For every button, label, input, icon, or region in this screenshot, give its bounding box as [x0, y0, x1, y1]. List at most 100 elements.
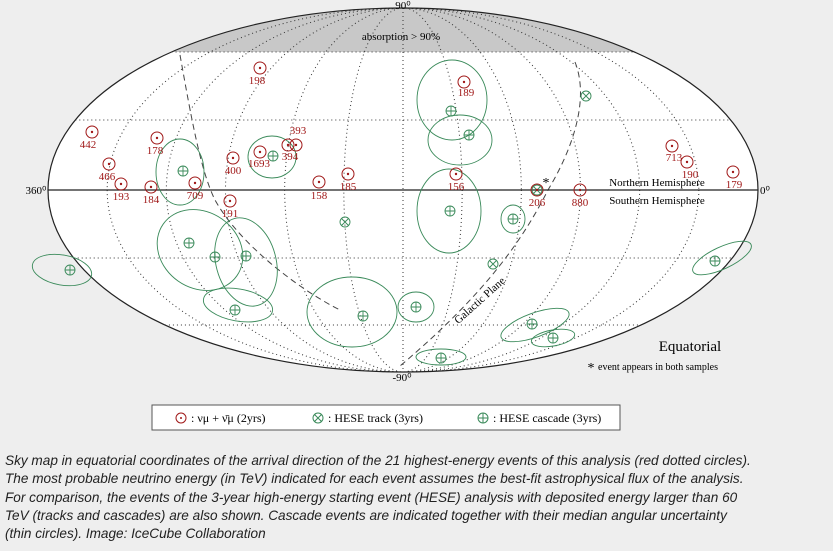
galactic-plane: [399, 61, 581, 367]
neutrino-event-dot: [578, 188, 582, 192]
neutrino-event-dot: [462, 80, 466, 84]
neutrino-event-dot: [155, 136, 159, 140]
event-energy: 198: [249, 75, 266, 87]
sky-map: 442 466 193 178 184 709 191 400 198 1693 393 394 158…: [26, 0, 771, 431]
map-title: Equatorial: [659, 339, 721, 355]
neutrino-event-dot: [258, 66, 262, 70]
event-energy: 466: [99, 171, 116, 183]
neutrino-event: [253, 145, 267, 159]
event-energy: 880: [572, 197, 589, 209]
event-energy: 185: [340, 181, 357, 193]
ra-label: 360⁰: [26, 185, 48, 197]
legend-box: [151, 404, 621, 431]
hemisphere-label: Southern Hemisphere: [609, 195, 705, 207]
event-energy: 156: [448, 181, 465, 193]
neutrino-event: [223, 194, 237, 208]
event-energy: 158: [311, 190, 328, 202]
uncertainty-circle: [156, 209, 244, 291]
neutrino-event-dot: [286, 143, 290, 147]
caption-line: Sky map in equatorial coordinates of the…: [5, 453, 751, 468]
uncertainty-circle: [416, 168, 482, 254]
hese-cascade-cross: [268, 151, 278, 161]
neutrino-event-dot: [231, 156, 235, 160]
neutrino-event-dot: [119, 182, 123, 186]
hese-cascade-cross: [527, 319, 537, 329]
hese-cascade-cross: [464, 130, 474, 140]
uncertainty-circle: [202, 287, 274, 323]
neutrino-event-dot: [90, 130, 94, 134]
event-energy: 190: [682, 169, 699, 181]
event-energy: 1693: [248, 158, 271, 170]
neutrino-event-dot: [149, 185, 153, 189]
uncertainty-circle: [247, 135, 297, 179]
hese-cascade-cross: [548, 333, 558, 343]
event-energy: 709: [187, 190, 204, 202]
neutrino-event: [341, 167, 355, 181]
event-energy: 191: [222, 208, 239, 220]
legend-label: : νμ + ν̄μ (2yrs): [191, 411, 265, 425]
absorption-label: absorption > 90%: [362, 31, 440, 43]
hese-track: [487, 258, 499, 270]
hese-cascade-cross: [445, 206, 455, 216]
uncertainty-circle: [155, 138, 205, 206]
star: *: [588, 361, 595, 376]
pole-label: 90⁰: [395, 0, 411, 12]
neutrino-event: [573, 183, 587, 197]
event-energy: 393: [290, 125, 307, 137]
uncertainty-circle: [427, 114, 493, 166]
neutrino-event-dot: [294, 143, 298, 147]
neutrino-event: [449, 167, 463, 181]
caption-line: The most probable neutrino energy (in Te…: [5, 471, 744, 487]
legend-symbol: [477, 412, 489, 424]
hese-cascade-cross: [241, 251, 251, 261]
neutrino-event-dot: [317, 180, 321, 184]
event-energy: 179: [726, 179, 743, 191]
uncertainty-circle: [416, 59, 488, 141]
hese-cascade-cross: [508, 214, 518, 224]
neutrino-event: [150, 131, 164, 145]
map-outline: [47, 7, 759, 373]
legend-symbol: [312, 412, 324, 424]
hese-track-cross: [489, 260, 497, 268]
neutrino-event: [530, 183, 544, 197]
neutrino-event: [114, 177, 128, 191]
legend-symbol: [175, 412, 187, 424]
neutrino-event: [102, 157, 116, 171]
hese-track: [580, 90, 592, 102]
hese-track-cross: [582, 92, 590, 100]
hese-cascade-cross: [184, 238, 194, 248]
uncertainty-circle: [692, 240, 752, 276]
event-energy: 394: [282, 151, 299, 163]
neutrino-event: [144, 180, 158, 194]
neutrino-event: [312, 175, 326, 189]
event-energy: 189: [458, 87, 475, 99]
neutrino-event: [188, 176, 202, 190]
neutrino-event-dot: [258, 150, 262, 154]
event-energy: 193: [113, 191, 130, 203]
ra-label: 0⁰: [760, 185, 771, 197]
neutrino-event: [281, 138, 295, 152]
event-energy: 184: [143, 194, 160, 206]
neutrino-event: [665, 139, 679, 153]
neutrino-event-dot: [685, 160, 689, 164]
hese-cascade-cross: [230, 305, 240, 315]
neutrino-event: [726, 165, 740, 179]
legend-label: : HESE track (3yrs): [328, 411, 423, 425]
event-energy: 400: [225, 165, 242, 177]
neutrino-event: [85, 125, 99, 139]
event-energy: 442: [80, 139, 97, 151]
caption-line: TeV (tracks and cascades) are also shown…: [5, 507, 727, 523]
event-energy: 206: [529, 197, 546, 209]
hemisphere-label: Northern Hemisphere: [609, 177, 705, 189]
event-energy: 713: [666, 152, 683, 164]
neutrino-event: [253, 61, 267, 75]
neutrino-event-dot: [107, 162, 111, 166]
hese-cascade-cross: [178, 166, 188, 176]
event-energy: 178: [147, 145, 164, 157]
galactic-plane-edge: [179, 54, 341, 311]
hese-cascade-cross: [446, 106, 456, 116]
uncertainty-circle: [306, 276, 398, 348]
hese-cascade-cross: [358, 311, 368, 321]
neutrino-event: [289, 138, 303, 152]
